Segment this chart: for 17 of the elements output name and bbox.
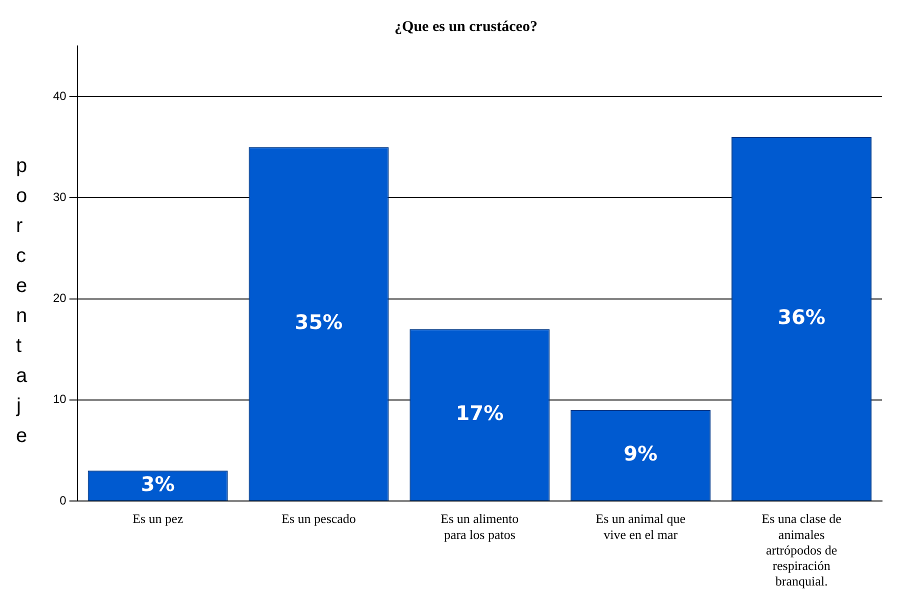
data-label: 3% xyxy=(140,472,174,496)
x-tick-label: Es un pescado xyxy=(281,511,356,526)
y-tick-label: 20 xyxy=(52,291,66,306)
text: porcentaje xyxy=(16,154,28,446)
x-tick-label: Es una clase de animales artrópodos de respiración branquial. xyxy=(761,511,842,589)
x-tick-label: Es un animal que vive en el mar xyxy=(595,511,686,542)
data-label: 9% xyxy=(623,441,658,466)
data-label: 36% xyxy=(777,304,826,329)
chart-title: ¿Que es un crustáceo? xyxy=(394,18,537,35)
data-label: 35% xyxy=(294,310,342,334)
x-tick-label: Es un alimento para los patos xyxy=(440,511,518,542)
x-tick-label: Es un pez xyxy=(132,511,183,526)
y-tick-label: 40 xyxy=(52,88,66,103)
y-tick-label: 0 xyxy=(59,493,66,508)
data-label: 17% xyxy=(455,401,504,426)
y-tick-label: 10 xyxy=(52,392,66,406)
y-tick-label: 30 xyxy=(52,190,66,204)
